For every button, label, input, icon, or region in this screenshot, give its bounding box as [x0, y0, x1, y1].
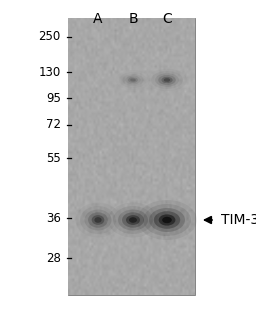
Text: 28: 28: [46, 251, 61, 264]
Text: B: B: [128, 12, 138, 26]
Ellipse shape: [94, 217, 102, 223]
Ellipse shape: [154, 211, 180, 229]
Ellipse shape: [143, 204, 191, 236]
Ellipse shape: [162, 217, 172, 223]
Ellipse shape: [126, 215, 140, 225]
Text: 250: 250: [38, 30, 61, 43]
Ellipse shape: [161, 77, 173, 83]
Ellipse shape: [128, 77, 138, 83]
Ellipse shape: [80, 206, 116, 234]
Ellipse shape: [84, 210, 112, 231]
Ellipse shape: [164, 78, 170, 82]
Ellipse shape: [125, 76, 141, 84]
Text: C: C: [162, 12, 172, 26]
Text: 36: 36: [46, 211, 61, 224]
Ellipse shape: [113, 206, 153, 234]
Ellipse shape: [129, 217, 137, 223]
Ellipse shape: [88, 212, 108, 228]
Text: 95: 95: [46, 91, 61, 104]
Text: A: A: [93, 12, 103, 26]
Ellipse shape: [159, 215, 175, 226]
Bar: [68, 18, 195, 295]
Text: 130: 130: [38, 65, 61, 78]
Ellipse shape: [149, 208, 185, 232]
Ellipse shape: [158, 75, 176, 85]
Ellipse shape: [130, 78, 136, 82]
Ellipse shape: [122, 212, 144, 228]
Ellipse shape: [92, 215, 104, 225]
Text: 72: 72: [46, 118, 61, 131]
Ellipse shape: [137, 200, 197, 240]
Text: TIM-3: TIM-3: [221, 213, 256, 227]
Text: 55: 55: [46, 152, 61, 165]
Ellipse shape: [118, 210, 148, 231]
Ellipse shape: [155, 73, 179, 87]
